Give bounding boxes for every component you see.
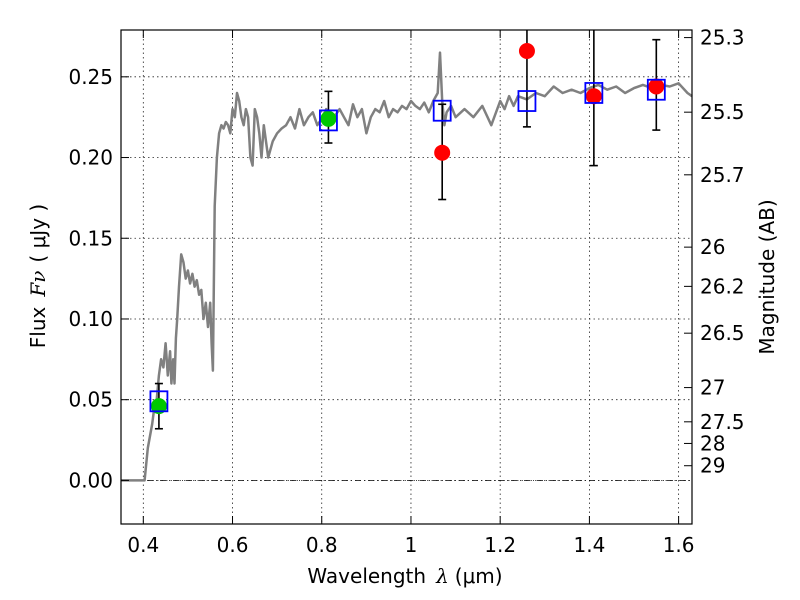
- y2-axis-label: Magnitude (AB): [755, 199, 779, 354]
- series-1-point: [434, 144, 451, 161]
- series-0-point: [150, 398, 167, 415]
- model-square: [432, 99, 452, 122]
- y2-tick-label: 27: [700, 376, 725, 400]
- y2-tick-label: 26.5: [700, 321, 745, 345]
- x-tick-label: 1: [405, 533, 418, 557]
- model-square: [584, 82, 604, 104]
- data-points: [150, 42, 665, 415]
- y-tick-label: 0.25: [68, 65, 113, 89]
- plot-frame: [120, 29, 693, 525]
- model-square: [319, 109, 338, 132]
- x-tick-label: 0.6: [217, 533, 249, 557]
- y2-tick-label: 26: [700, 235, 725, 259]
- y-tick-label: 0.15: [68, 226, 113, 250]
- series-1-point: [648, 78, 665, 95]
- y2-tick-label: 26.2: [700, 274, 745, 298]
- y2-tick-label: 27.5: [700, 410, 745, 434]
- series-1-point: [518, 42, 535, 59]
- model-square: [149, 390, 169, 413]
- y2-tick-label: 25.5: [700, 100, 745, 124]
- spectrum-line: [121, 51, 693, 482]
- y-tick-label: 0.10: [68, 307, 113, 331]
- y-axis-label: FluxFν( μJy ): [26, 204, 50, 348]
- x-tick-label: 1.6: [663, 533, 695, 557]
- axis-ticks: [121, 30, 692, 524]
- y-tick-labels: 0.00 0.05 0.10 0.15 0.20 0.25: [68, 65, 113, 493]
- y-tick-label: 0.20: [68, 146, 113, 170]
- y2-tick-label: 28: [700, 431, 725, 455]
- y-tick-label: 0.00: [68, 468, 113, 492]
- y-tick-label: 0.05: [68, 388, 113, 412]
- model-square: [517, 90, 537, 112]
- series-1-point: [585, 88, 602, 105]
- model-square: [646, 78, 666, 101]
- x-tick-labels: 0.4 0.6 0.8 1 1.2 1.4 1.6: [127, 533, 694, 557]
- x-axis-label: Wavelength λ (μm): [307, 564, 502, 588]
- model-photometry-points: [149, 78, 666, 413]
- x-tick-label: 1.2: [484, 533, 516, 557]
- x-tick-label: 0.8: [306, 533, 338, 557]
- y2-tick-label: 25.7: [700, 163, 745, 187]
- model-spectrum: [121, 51, 693, 482]
- x-tick-label: 0.4: [127, 533, 159, 557]
- y2-tick-label: 29: [700, 454, 725, 478]
- y2-tick-label: 25.3: [700, 26, 745, 50]
- series-0-point: [320, 110, 337, 127]
- x-tick-label: 1.4: [573, 533, 605, 557]
